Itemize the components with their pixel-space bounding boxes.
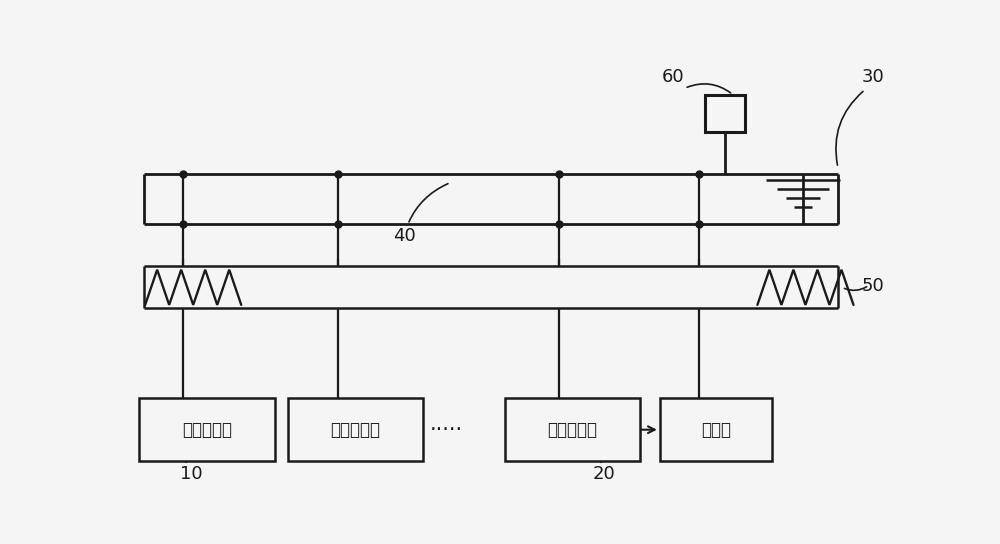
Text: 分布式从板: 分布式从板 xyxy=(331,421,381,438)
Bar xyxy=(505,398,640,461)
Bar xyxy=(705,95,745,132)
Text: 40: 40 xyxy=(393,184,448,245)
Text: 60: 60 xyxy=(662,68,684,86)
Text: 50: 50 xyxy=(862,277,884,295)
Text: 30: 30 xyxy=(862,68,884,86)
Text: 20: 20 xyxy=(593,461,615,483)
Text: 分布式从板: 分布式从板 xyxy=(548,421,598,438)
Bar xyxy=(139,398,275,461)
Text: ·····: ····· xyxy=(430,420,463,440)
Text: 主控板: 主控板 xyxy=(701,421,731,438)
Text: 10: 10 xyxy=(180,461,202,483)
Text: 分布式从板: 分布式从板 xyxy=(182,421,232,438)
Bar xyxy=(288,398,423,461)
Bar xyxy=(660,398,772,461)
